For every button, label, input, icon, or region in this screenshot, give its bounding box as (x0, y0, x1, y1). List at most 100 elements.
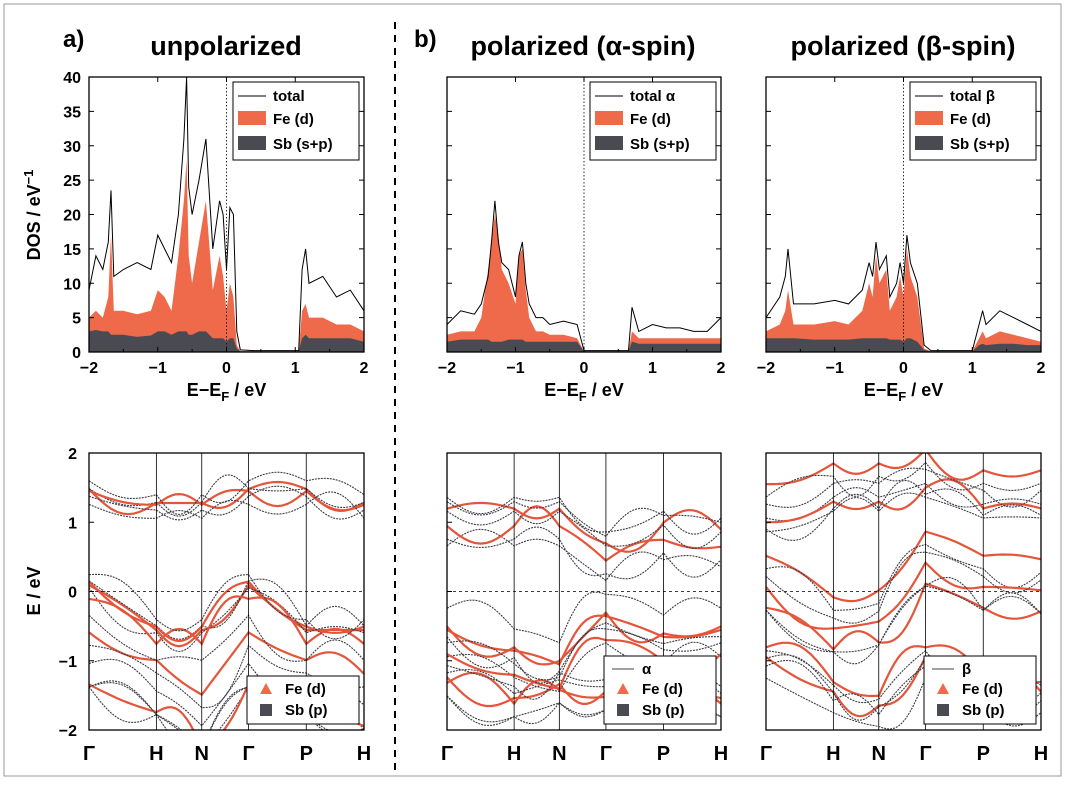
band-sb (447, 496, 721, 535)
y-tick-label: 25 (63, 173, 81, 190)
xlabel-sub: F (898, 389, 906, 404)
legend-label-spin: α (642, 661, 652, 678)
legend-label-fe: Fe (d) (630, 111, 671, 128)
kpoint-label: H (149, 743, 163, 765)
band-sb (89, 658, 364, 727)
band-sb (766, 479, 1041, 541)
x-tick-label: 0 (222, 360, 231, 377)
ylabel-main: DOS / eV (24, 184, 44, 260)
band-fe (766, 582, 1041, 652)
legend-swatch-sb (595, 136, 623, 150)
legend-label-total: total α (630, 88, 676, 105)
band-y-tick-label: 2 (68, 446, 77, 463)
band-y-tick-label: −2 (59, 723, 77, 740)
band-fe (447, 505, 721, 563)
legend-label-fe: Fe (d) (285, 681, 326, 698)
y-tick-label: 15 (63, 242, 81, 259)
dos-area-fe (766, 248, 1041, 352)
band-fe (766, 478, 1041, 524)
legend-swatch-fe (617, 683, 629, 694)
legend-label-fe: Fe (d) (273, 111, 314, 128)
legend-swatch-fe (595, 111, 623, 125)
xlabel-main: E−E (544, 380, 579, 400)
band-sb (447, 641, 721, 693)
band-sb (766, 492, 1041, 533)
kpoint-label: Γ (83, 743, 95, 765)
kpoint-label: Γ (919, 743, 931, 765)
x-tick-label: −2 (80, 360, 98, 377)
dos-line-total (88, 76, 365, 352)
xlabel-main: E−E (864, 380, 899, 400)
band-sb (89, 614, 364, 662)
kpoint-label: H (357, 743, 371, 765)
x-tick-label: −2 (757, 360, 775, 377)
ylabel-sup: −1 (21, 170, 36, 185)
xlabel-sub: F (579, 389, 587, 404)
dos-panel-2 (765, 76, 1042, 353)
y-tick-label: 5 (72, 311, 81, 328)
band-y-tick-label: 0 (68, 585, 77, 602)
xlabel-sub: F (221, 389, 229, 404)
band-sb (447, 510, 721, 549)
legend-swatch-fe (238, 111, 266, 125)
dos-line-total (446, 200, 722, 352)
band-sb (447, 528, 721, 582)
x-tick-label: 0 (899, 360, 908, 377)
kpoint-label: N (552, 743, 566, 765)
legend-swatch-sb (937, 704, 949, 716)
legend-label-sb: Sb (s+p) (950, 136, 1010, 153)
legend-label-sb: Sb (p) (642, 702, 685, 719)
x-tick-label: 2 (1037, 360, 1046, 377)
dos-area-fe (89, 159, 364, 352)
band-ylabel: E / eV (24, 566, 44, 615)
band-sb (447, 622, 721, 684)
panel-label-a: a) (63, 26, 84, 53)
kpoint-label: Γ (760, 743, 772, 765)
band-fe (766, 560, 1041, 630)
legend-label-total: total β (950, 88, 995, 105)
column-title-beta: polarized (β-spin) (791, 31, 1016, 61)
band-panel-0 (88, 452, 365, 731)
band-sb (447, 695, 721, 726)
dos-plots (88, 76, 1042, 353)
kpoint-label: Γ (441, 743, 453, 765)
kpoint-label: H (714, 743, 728, 765)
xlabel-unit: / eV (229, 380, 266, 400)
band-panel-1 (446, 452, 722, 731)
legend-swatch-fe (260, 683, 272, 694)
band-sb (766, 585, 1041, 665)
x-tick-label: −1 (826, 360, 844, 377)
legend-label-sb: Sb (s+p) (273, 136, 333, 153)
y-tick-label: 40 (63, 70, 81, 87)
column-title-unpolarized: unpolarized (150, 31, 302, 61)
band-sb (766, 461, 1041, 498)
legend-label-spin: β (962, 661, 971, 678)
legend-swatch-sb (238, 136, 266, 150)
x-tick-label: 1 (291, 360, 300, 377)
band-sb (89, 573, 364, 640)
kpoint-label: H (507, 743, 521, 765)
x-tick-label: 2 (717, 360, 726, 377)
band-fe (89, 595, 364, 646)
band-sb (89, 680, 364, 730)
band-plots (88, 452, 1042, 731)
band-sb (447, 695, 721, 723)
dos-area-fe (447, 214, 721, 352)
dos-panel-0 (88, 76, 365, 353)
band-sb (766, 543, 1041, 611)
y-tick-label: 30 (63, 139, 81, 156)
legend-swatch-fe (937, 683, 949, 694)
band-sb (766, 576, 1041, 653)
xlabel-unit: / eV (587, 380, 624, 400)
kpoint-label: P (300, 743, 313, 765)
x-tick-label: 0 (580, 360, 589, 377)
kpoint-label: P (657, 743, 670, 765)
legend-label-fe: Fe (d) (642, 681, 683, 698)
band-sb (447, 627, 721, 681)
band-fe (89, 630, 364, 697)
band-sb (766, 551, 1041, 624)
legend-swatch-sb (260, 704, 272, 716)
dos-line-total (765, 235, 1042, 352)
figure-frame (3, 3, 1062, 777)
